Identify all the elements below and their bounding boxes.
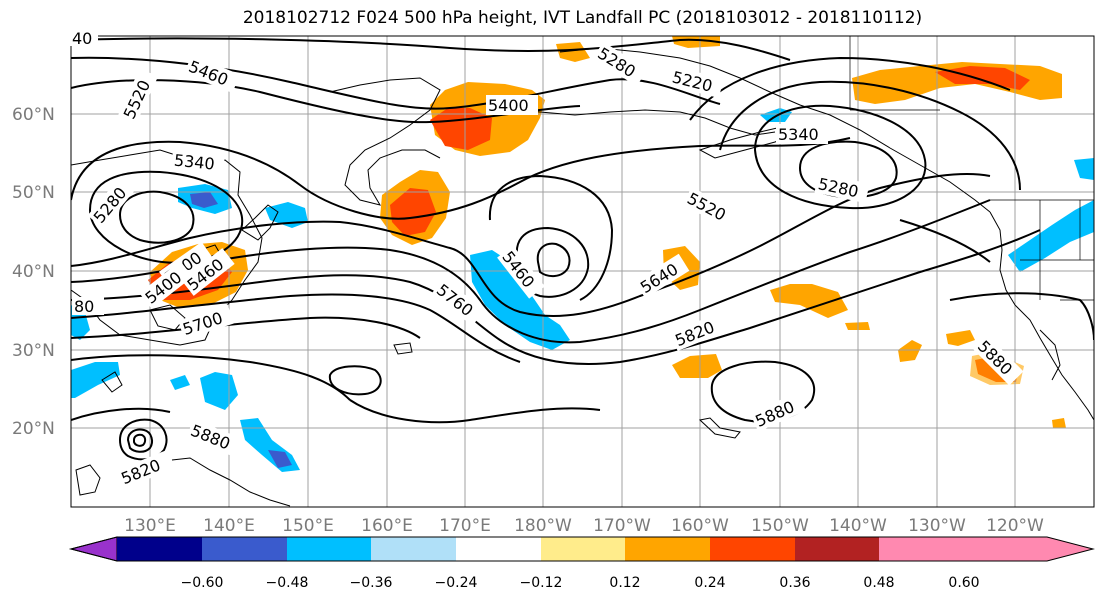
lon-label: 150°E bbox=[282, 516, 334, 536]
contour-label: 5340 bbox=[778, 125, 819, 144]
lon-label: 160°E bbox=[361, 516, 413, 536]
contour-label: 5460 bbox=[186, 57, 231, 90]
colorbar-segment bbox=[625, 537, 710, 561]
colorbar-segment bbox=[795, 537, 879, 561]
colorbar-extend-max bbox=[964, 537, 1093, 561]
longitude-labels: 130°E 140°E 150°E 160°E 170°E 180°W 170°… bbox=[124, 516, 1044, 536]
colorbar: −0.60 −0.48 −0.36 −0.24 −0.12 0.12 0.24 … bbox=[69, 536, 1095, 591]
colorbar-tick-label: −0.12 bbox=[520, 575, 563, 591]
colorbar-segment bbox=[202, 537, 287, 561]
colorbar-tick-label: 0.24 bbox=[694, 575, 725, 591]
lon-label: 160°W bbox=[671, 516, 729, 536]
colorbar-tick-label: −0.48 bbox=[266, 575, 309, 591]
contour-label: 5400 bbox=[488, 96, 529, 115]
lat-label: 40°N bbox=[12, 262, 55, 282]
contour-label: 5520 bbox=[120, 77, 154, 122]
colorbar-tick-label: −0.60 bbox=[181, 575, 224, 591]
lon-label: 120°W bbox=[986, 516, 1044, 536]
colorbar-tick-label: 0.48 bbox=[863, 575, 894, 591]
colorbar-segment bbox=[541, 537, 625, 561]
contour-label: 5880 bbox=[188, 421, 233, 454]
lat-label: 60°N bbox=[12, 105, 55, 125]
colorbar-tick-label: −0.24 bbox=[435, 575, 478, 591]
lon-label: 130°E bbox=[124, 516, 176, 536]
colorbar-tick-labels: −0.60 −0.48 −0.36 −0.24 −0.12 0.12 0.24 … bbox=[181, 575, 980, 591]
height-contours bbox=[71, 37, 1094, 461]
lat-label: 30°N bbox=[12, 341, 55, 361]
latitude-labels: 60°N 50°N 40°N 30°N 20°N bbox=[12, 105, 55, 439]
colorbar-tick-label: 0.36 bbox=[779, 575, 810, 591]
lon-label: 140°W bbox=[829, 516, 887, 536]
lon-label: 150°W bbox=[751, 516, 809, 536]
lon-label: 170°E bbox=[439, 516, 491, 536]
colorbar-segment bbox=[287, 537, 371, 561]
lat-label: 20°N bbox=[12, 419, 55, 439]
contour-label: 5340 bbox=[173, 151, 215, 174]
map-title: 2018102712 F024 500 hPa height, IVT Land… bbox=[242, 8, 923, 28]
lon-label: 140°E bbox=[203, 516, 255, 536]
contour-label: 5880 bbox=[752, 397, 797, 431]
contour-label: 5520 bbox=[684, 189, 729, 225]
lon-label: 180°W bbox=[514, 516, 572, 536]
colorbar-segment bbox=[371, 537, 456, 561]
colorbar-tick-label: 0.12 bbox=[609, 575, 640, 591]
contour-label: 5220 bbox=[670, 67, 714, 95]
colorbar-tick-label: −0.36 bbox=[350, 575, 393, 591]
map-frame bbox=[70, 35, 1095, 508]
lat-label: 50°N bbox=[12, 183, 55, 203]
political-borders bbox=[849, 36, 1094, 301]
lon-label: 170°W bbox=[593, 516, 651, 536]
colorbar-segment bbox=[117, 537, 202, 561]
colorbar-segment bbox=[710, 537, 795, 561]
colorbar-segment bbox=[456, 537, 541, 561]
contour-label: 5640 bbox=[637, 260, 682, 298]
colorbar-segment bbox=[879, 537, 964, 561]
contour-label: 5700 bbox=[180, 308, 225, 339]
contour-label: 80 bbox=[74, 297, 94, 316]
colorbar-tick-label: 0.60 bbox=[948, 575, 979, 591]
lon-label: 130°W bbox=[908, 516, 966, 536]
colorbar-extend-min bbox=[69, 536, 118, 562]
contour-label: 40 bbox=[72, 29, 92, 48]
contour-label: 5280 bbox=[816, 174, 860, 201]
